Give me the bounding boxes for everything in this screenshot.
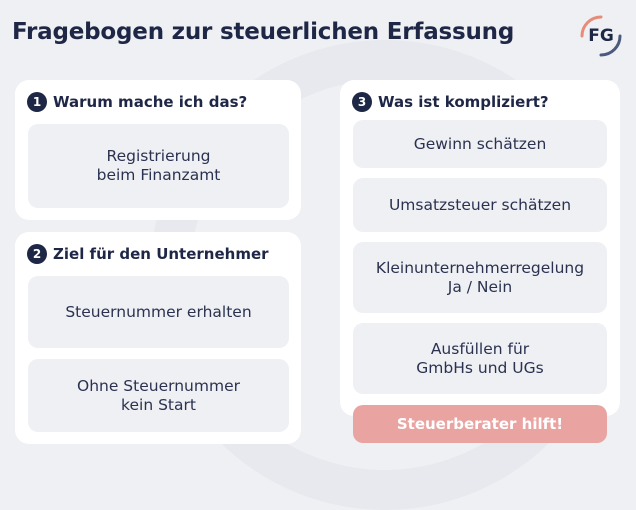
info-tile: Kleinunternehmerregelung Ja / Nein xyxy=(353,242,607,313)
info-tile: Gewinn schätzen xyxy=(353,120,607,168)
section-heading: 2 Ziel für den Unternehmer xyxy=(27,244,269,264)
steuerberater-cta-button[interactable]: Steuerberater hilft! xyxy=(353,405,607,443)
info-tile: Ausfüllen für GmbHs und UGs xyxy=(353,323,607,394)
step-number-badge: 2 xyxy=(27,244,47,264)
section-card-why: 1 Warum mache ich das? Registrierung bei… xyxy=(15,80,301,220)
info-tile: Steuernummer erhalten xyxy=(28,276,289,348)
section-heading: 1 Warum mache ich das? xyxy=(27,92,247,112)
page-title: Fragebogen zur steuerlichen Erfassung xyxy=(12,19,515,45)
section-heading-label: Was ist kompliziert? xyxy=(378,93,549,111)
section-card-complicated: 3 Was ist kompliziert? Gewinn schätzen U… xyxy=(340,80,620,416)
step-number-badge: 3 xyxy=(352,92,372,112)
info-tile: Umsatzsteuer schätzen xyxy=(353,178,607,232)
section-heading-label: Ziel für den Unternehmer xyxy=(53,245,269,263)
info-tile: Ohne Steuernummer kein Start xyxy=(28,359,289,432)
fg-logo-icon: FG xyxy=(579,14,623,58)
logo-text: FG xyxy=(588,26,614,46)
step-number-badge: 1 xyxy=(27,92,47,112)
section-heading: 3 Was ist kompliziert? xyxy=(352,92,549,112)
section-card-goal: 2 Ziel für den Unternehmer Steuernummer … xyxy=(15,232,301,444)
info-tile: Registrierung beim Finanzamt xyxy=(28,124,289,208)
section-heading-label: Warum mache ich das? xyxy=(53,93,248,111)
